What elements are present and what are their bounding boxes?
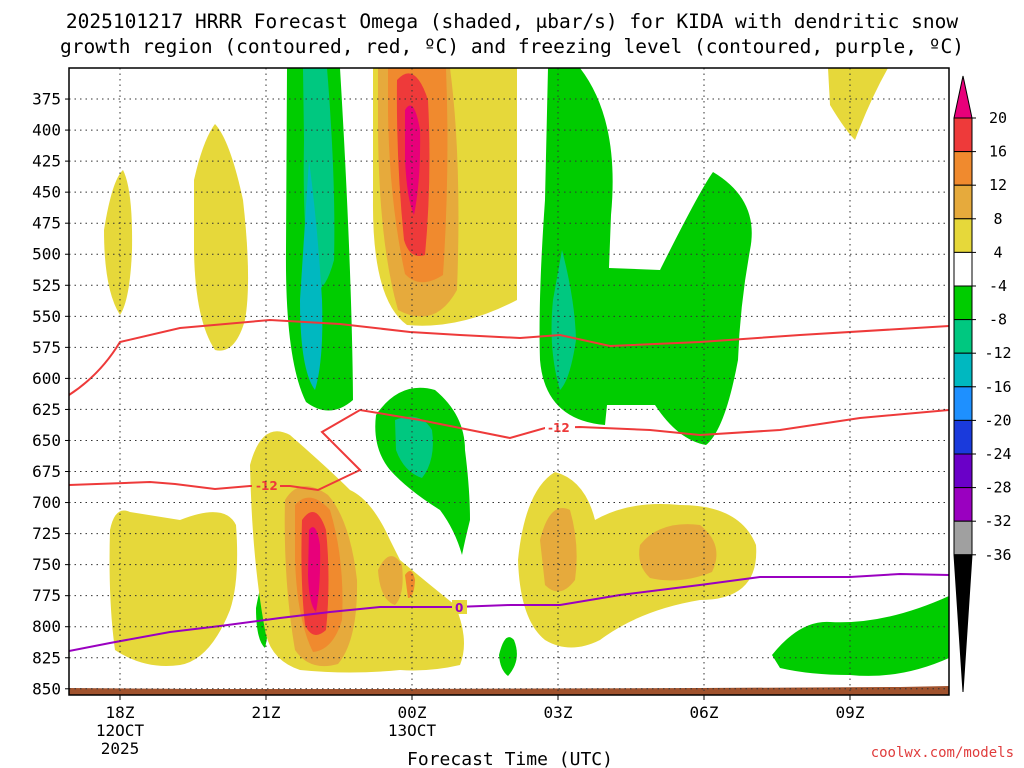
omega-gold-blob-2330z: [378, 556, 403, 605]
colorbar-label: -20: [984, 411, 1011, 429]
omega-green-small-02z: [499, 637, 517, 676]
colorbar-band: [953, 487, 973, 522]
y-tick-label: 800: [32, 617, 61, 636]
colorbar-band: [953, 352, 973, 388]
y-tick-label: 550: [32, 307, 61, 326]
chart-title-line-1: 2025101217 HRRR Forecast Omega (shaded, …: [66, 10, 958, 33]
plot-frame: [68, 67, 950, 696]
omega-yellow-blob-03z: [518, 472, 757, 648]
omega-yellow-blob-18z: [104, 170, 133, 315]
colorbar-label: -32: [984, 512, 1011, 530]
positive-omega-shading: [104, 68, 888, 673]
colorbar-label: -36: [984, 546, 1011, 564]
colorbar-label: 20: [989, 109, 1007, 127]
colorbar-band: [953, 251, 973, 287]
y-tick-label: 850: [32, 679, 61, 698]
plot-area: -12 -12 0: [69, 68, 949, 695]
y-tick-label: 775: [32, 586, 61, 605]
colorbar-band: [953, 453, 973, 489]
y-tick-label: 375: [32, 90, 61, 109]
gridlines: [69, 68, 949, 695]
colorbar-band: [953, 117, 973, 153]
chart-title-line-2: growth region (contoured, red, ºC) and f…: [60, 35, 964, 58]
dgz-cold-edge-contour: [69, 408, 949, 492]
y-tick-label: 650: [32, 431, 61, 450]
colorbar-band: [953, 319, 973, 354]
omega-green-block-03z: [539, 68, 752, 445]
y-tick-label: 625: [32, 400, 61, 419]
omega-yellow-top-right: [828, 68, 888, 140]
y-tick-label: 425: [32, 152, 61, 171]
omega-gold-blob-03z: [540, 508, 577, 592]
colorbar-label: -4: [989, 277, 1007, 295]
omega-magenta-core-22z: [308, 527, 321, 612]
y-tick-label: 700: [32, 493, 61, 512]
dgz-warm-edge-contour: [69, 318, 949, 396]
y-axis: 375 400 425 450 475 500 525 550 575 600 625 650 675 7…: [32, 90, 69, 698]
colorbar-label: -8: [989, 311, 1007, 329]
colorbar-band: [953, 151, 973, 186]
colorbar-label: 12: [989, 176, 1007, 194]
y-tick-label: 825: [32, 648, 61, 667]
x-tick-date: 13OCT: [388, 721, 437, 740]
x-tick-label: 09Z: [836, 703, 865, 722]
freezing-level-contour: [69, 572, 949, 652]
colorbar-label: -16: [984, 378, 1011, 396]
colorbar-band: [953, 285, 973, 321]
x-tick-label: 06Z: [690, 703, 719, 722]
x-tick-label: 03Z: [544, 703, 573, 722]
y-tick-label: 475: [32, 214, 61, 233]
y-tick-label: 725: [32, 524, 61, 543]
colorbar-bottom-arrow: [953, 554, 973, 693]
colorbar-top-arrow: [953, 75, 973, 119]
x-tick-year: 2025: [101, 739, 140, 758]
colorbar-band: [953, 386, 973, 421]
colorbar-band: [953, 520, 973, 556]
colorbar: 20 16 12 8 4 -4 -8 -12 -16 -20 -24 -28 -32 -36: [953, 75, 1012, 693]
terrain-ground-strip: [69, 686, 949, 695]
colorbar-band: [953, 419, 973, 455]
omega-magenta-core-00z: [405, 105, 421, 215]
colorbar-label: -12: [984, 344, 1011, 362]
omega-yellow-blob-20z: [194, 124, 249, 351]
x-tick-label: 00Z: [398, 703, 427, 722]
colorbar-label: 4: [993, 243, 1002, 261]
dgz-label-minus12-left: -12: [256, 479, 278, 493]
freezing-level-label: 0: [455, 601, 463, 615]
x-axis-label: Forecast Time (UTC): [407, 749, 613, 768]
colorbar-band: [953, 218, 973, 253]
y-tick-label: 525: [32, 276, 61, 295]
y-tick-label: 675: [32, 462, 61, 481]
dgz-label-minus12-right: -12: [548, 421, 570, 435]
omega-green-lower-right: [772, 596, 949, 676]
y-tick-label: 400: [32, 121, 61, 140]
y-tick-label: 575: [32, 338, 61, 357]
omega-cyan-core-21z: [300, 160, 323, 390]
colorbar-label: 8: [993, 210, 1002, 228]
x-tick-label: 21Z: [252, 703, 281, 722]
dendritic-snow-contours: [69, 318, 949, 492]
colorbar-label: 16: [989, 143, 1007, 161]
omega-teal-core-00z: [395, 416, 433, 478]
x-tick-label: 18Z: [106, 703, 135, 722]
colorbar-label: -28: [984, 479, 1011, 497]
credit-text: coolwx.com/models: [871, 745, 1014, 761]
omega-gold-blob-06z: [639, 524, 717, 581]
y-tick-label: 600: [32, 369, 61, 388]
colorbar-label: -24: [984, 445, 1011, 463]
y-tick-label: 750: [32, 555, 61, 574]
x-tick-date: 12OCT: [96, 721, 145, 740]
colorbar-band: [953, 184, 973, 220]
y-tick-label: 450: [32, 183, 61, 202]
y-tick-label: 500: [32, 245, 61, 264]
negative-omega-shading: [256, 68, 949, 676]
